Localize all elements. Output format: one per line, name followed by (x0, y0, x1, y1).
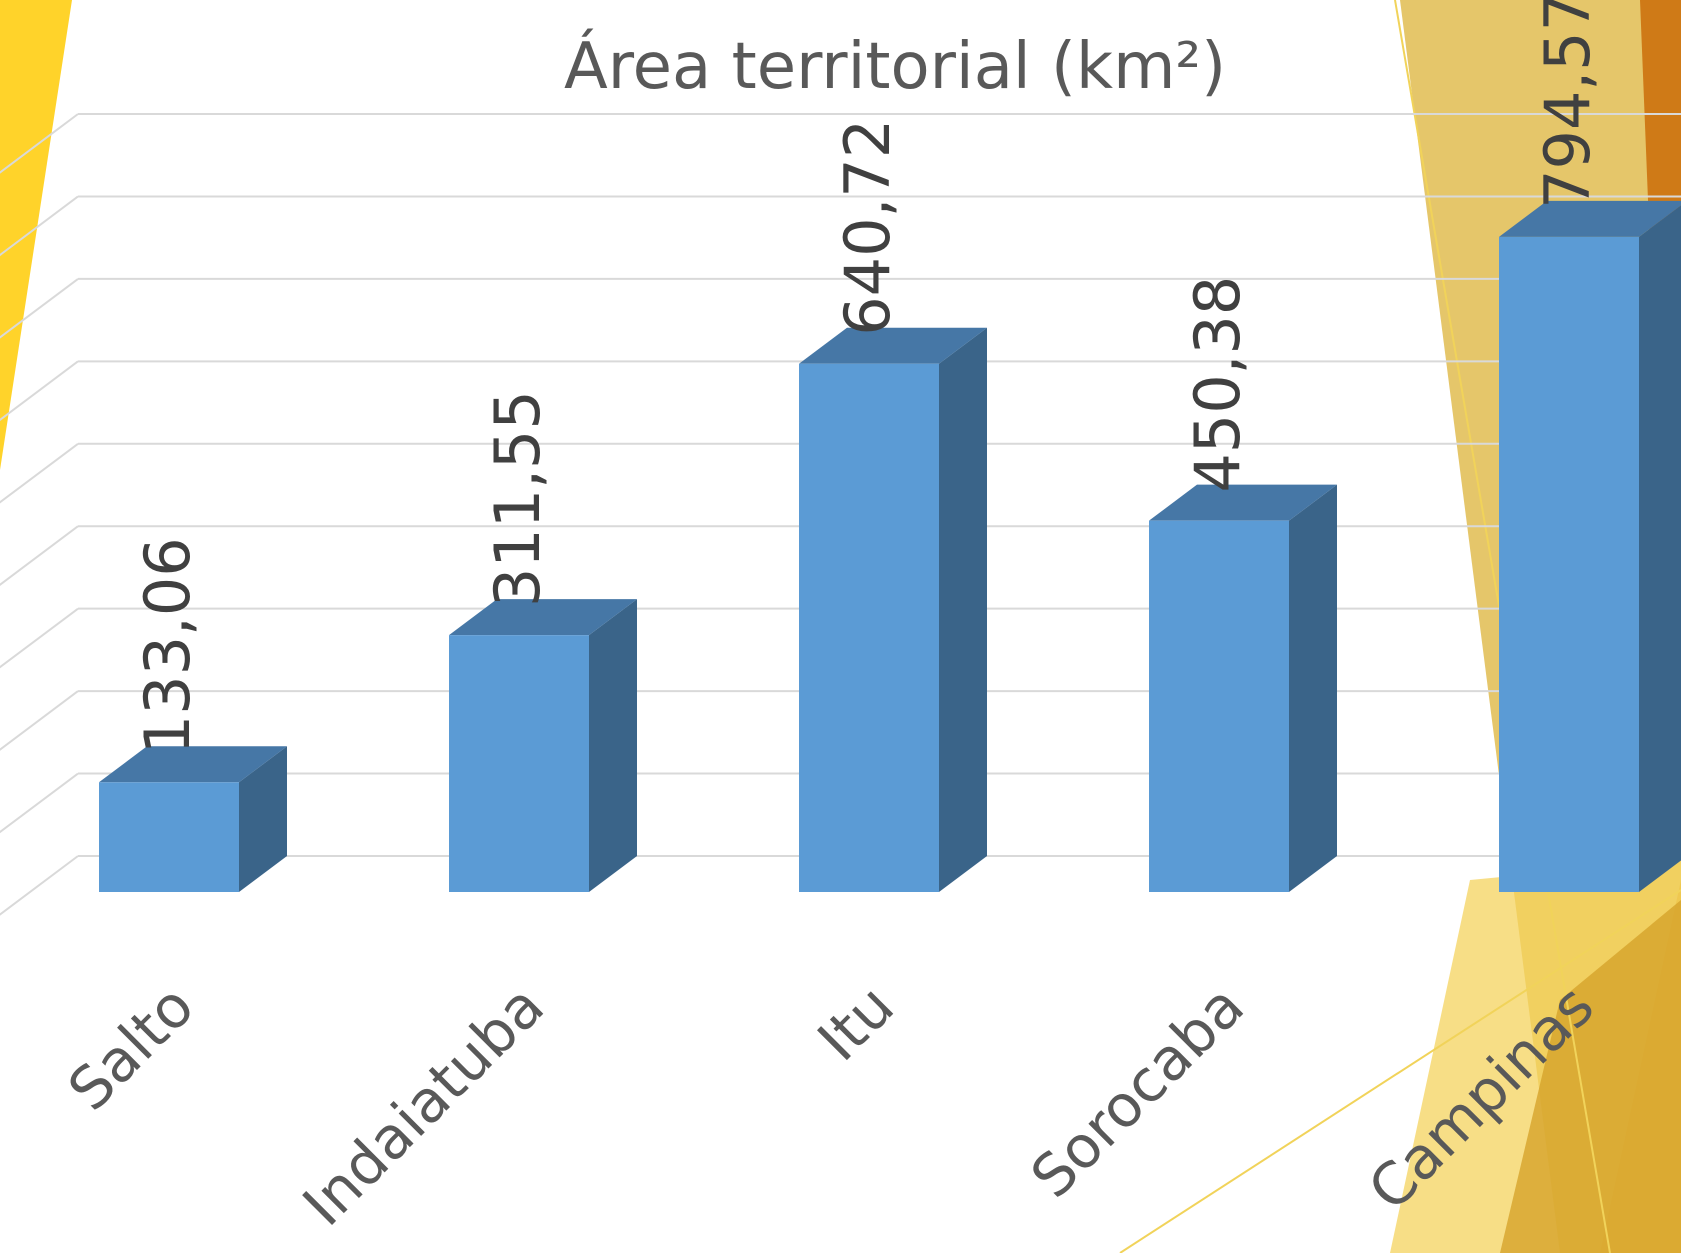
bar (799, 327, 987, 892)
bar-side (239, 746, 287, 892)
bar-top (99, 746, 287, 783)
bar-front (1499, 236, 1639, 893)
value-label: 794,57 (1531, 0, 1604, 209)
left-yellow-accent (0, 0, 72, 470)
value-labels: 133,06 311,55 640,72 450,38 794,57 (131, 0, 1604, 754)
category-label: Indaiatuba (290, 972, 557, 1239)
bar-side (939, 327, 987, 892)
value-label: 133,06 (131, 537, 204, 754)
bar-side (1639, 205, 1681, 892)
gridline-depth (0, 525, 79, 586)
decor-thin-line-2 (1119, 889, 1681, 1253)
gridline-depth (0, 442, 79, 504)
bar-front (799, 363, 939, 892)
bar-front (1149, 520, 1289, 892)
gridline-depth (0, 113, 79, 174)
bar-top (799, 327, 987, 364)
gridline-depth (0, 690, 79, 751)
category-labels: Salto Indaiatuba Itu Sorocaba Campinas (55, 972, 1607, 1239)
gridline-depth (0, 772, 79, 834)
gridline-depth (0, 607, 79, 669)
bar (449, 599, 637, 892)
bottom-amber-shard (1500, 900, 1681, 1253)
right-orange-panel (1640, 0, 1681, 260)
bar-top (1499, 200, 1681, 237)
chart-title: Área territorial (km²) (564, 28, 1226, 104)
bar-front (99, 782, 239, 892)
gridline-depth (0, 360, 79, 422)
bars (99, 200, 1681, 893)
gridline-depth (0, 278, 79, 339)
value-label: 450,38 (1181, 276, 1254, 493)
bar-front (449, 635, 589, 892)
bar-top (1149, 484, 1337, 521)
bar-top (449, 599, 637, 636)
gridline-depth (0, 855, 79, 916)
value-label: 640,72 (831, 119, 904, 336)
category-label: Sorocaba (1018, 972, 1257, 1211)
gridline-depth (0, 195, 79, 257)
category-label: Itu (805, 972, 907, 1074)
value-label: 311,55 (481, 390, 554, 607)
category-label: Salto (55, 972, 207, 1124)
bar (99, 746, 287, 892)
bar (1499, 200, 1681, 893)
bar-side (589, 599, 637, 892)
bar-side (1289, 484, 1337, 892)
bar (1149, 484, 1337, 892)
